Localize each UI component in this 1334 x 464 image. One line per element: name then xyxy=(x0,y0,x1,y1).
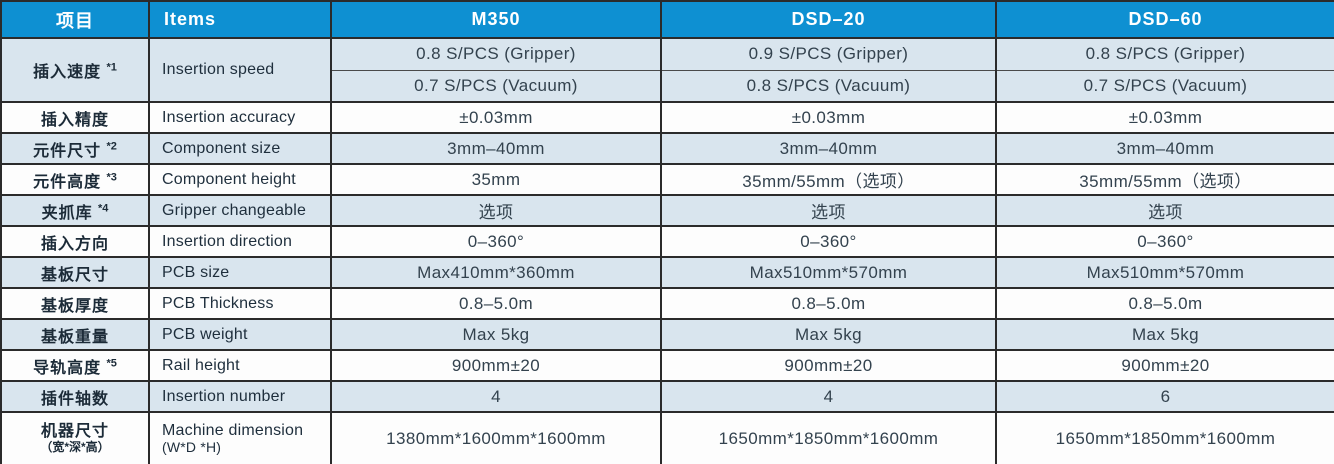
cell-pcb-thickness-dsd20: 0.8–5.0m xyxy=(660,287,997,320)
footnote-marker: *5 xyxy=(106,357,117,370)
row-label-en-machine-dimension: Machine dimension (W*D *H) xyxy=(148,411,332,464)
cell-pcb-thickness-dsd60: 0.8–5.0m xyxy=(995,287,1334,320)
row-label-en-component-height: Component height xyxy=(148,163,332,196)
cell-pcb-weight-m350: Max 5kg xyxy=(330,318,662,351)
cell-component-height-dsd20: 35mm/55mm（选项） xyxy=(660,163,997,196)
table-row-component-size: 元件尺寸 *2 Component size 3mm–40mm 3mm–40mm… xyxy=(0,132,1334,165)
row-label-en-insertion-number: Insertion number xyxy=(148,380,332,413)
row-label-zh-pcb-weight: 基板重量 xyxy=(0,318,150,351)
table-row-pcb-size: 基板尺寸 PCB size Max410mm*360mm Max510mm*57… xyxy=(0,256,1334,289)
row-label-zh-machine-dimension: 机器尺寸 （宽*深*高） xyxy=(0,411,150,464)
cell-insertion-direction-m350: 0–360° xyxy=(330,225,662,258)
cell-pcb-size-dsd20: Max510mm*570mm xyxy=(660,256,997,289)
table-row-insertion-accuracy: 插入精度 Insertion accuracy ±0.03mm ±0.03mm … xyxy=(0,101,1334,134)
row-label-en-pcb-size: PCB size xyxy=(148,256,332,289)
cell-component-size-m350: 3mm–40mm xyxy=(330,132,662,165)
table-row-insertion-number: 插件轴数 Insertion number 4 4 6 xyxy=(0,380,1334,413)
row-label-zh-component-height: 元件高度 *3 xyxy=(0,163,150,196)
row-label-zh-text: 夹抓库 xyxy=(41,204,93,222)
cell-insertion-speed-dsd60-vacuum: 0.7 S/PCS (Vacuum) xyxy=(995,69,1334,103)
cell-insertion-number-m350: 4 xyxy=(330,380,662,413)
cell-rail-height-m350: 900mm±20 xyxy=(330,349,662,382)
row-label-en-insertion-accuracy: Insertion accuracy xyxy=(148,101,332,134)
cell-machine-dimension-dsd20: 1650mm*1850mm*1600mm xyxy=(660,411,997,464)
cell-pcb-size-dsd60: Max510mm*570mm xyxy=(995,256,1334,289)
row-label-zh-component-size: 元件尺寸 *2 xyxy=(0,132,150,165)
row-label-zh-text: 插入速度 xyxy=(33,64,102,81)
row-label-zh-gripper-changeable: 夹抓库 *4 xyxy=(0,194,150,227)
cell-gripper-changeable-dsd20: 选项 xyxy=(660,194,997,227)
footnote-marker: *1 xyxy=(106,61,117,74)
row-label-en-insertion-direction: Insertion direction xyxy=(148,225,332,258)
row-label-en-insertion-speed: Insertion speed xyxy=(148,37,332,103)
header-model-dsd20: DSD–20 xyxy=(660,0,997,39)
row-label-zh-subtext: （宽*深*高） xyxy=(40,440,110,455)
footnote-marker: *2 xyxy=(106,140,117,153)
row-label-en-pcb-weight: PCB weight xyxy=(148,318,332,351)
row-label-zh-insertion-accuracy: 插入精度 xyxy=(0,101,150,134)
table-row-machine-dimension: 机器尺寸 （宽*深*高） Machine dimension (W*D *H) … xyxy=(0,411,1334,464)
row-label-en-component-size: Component size xyxy=(148,132,332,165)
cell-component-size-dsd60: 3mm–40mm xyxy=(995,132,1334,165)
cell-pcb-weight-dsd20: Max 5kg xyxy=(660,318,997,351)
row-label-zh-text: 机器尺寸 xyxy=(40,422,109,440)
cell-insertion-number-dsd20: 4 xyxy=(660,380,997,413)
row-label-zh-text: 元件高度 xyxy=(33,173,102,191)
cell-insertion-speed-m350-gripper: 0.8 S/PCS (Gripper) xyxy=(330,37,662,71)
cell-gripper-changeable-dsd60: 选项 xyxy=(995,194,1334,227)
footnote-marker: *4 xyxy=(98,202,109,215)
row-label-zh-insertion-speed: 插入速度 *1 xyxy=(0,37,150,103)
row-label-zh-pcb-thickness: 基板厚度 xyxy=(0,287,150,320)
row-label-zh-text: 导轨高度 xyxy=(33,359,102,377)
cell-component-size-dsd20: 3mm–40mm xyxy=(660,132,997,165)
cell-insertion-accuracy-dsd20: ±0.03mm xyxy=(660,101,997,134)
header-model-m350: M350 xyxy=(330,0,662,39)
row-label-en-gripper-changeable: Gripper changeable xyxy=(148,194,332,227)
cell-insertion-speed-dsd60-gripper: 0.8 S/PCS (Gripper) xyxy=(995,37,1334,71)
row-label-en-pcb-thickness: PCB Thickness xyxy=(148,287,332,320)
table-row-gripper-changeable: 夹抓库 *4 Gripper changeable 选项 选项 选项 xyxy=(0,194,1334,227)
cell-pcb-thickness-m350: 0.8–5.0m xyxy=(330,287,662,320)
cell-insertion-direction-dsd60: 0–360° xyxy=(995,225,1334,258)
cell-component-height-m350: 35mm xyxy=(330,163,662,196)
row-label-en-text: Machine dimension xyxy=(162,421,304,439)
cell-insertion-speed-m350-vacuum: 0.7 S/PCS (Vacuum) xyxy=(330,69,662,103)
footnote-marker: *3 xyxy=(106,171,117,184)
cell-insertion-speed-dsd20-gripper: 0.9 S/PCS (Gripper) xyxy=(660,37,997,71)
cell-insertion-accuracy-dsd60: ±0.03mm xyxy=(995,101,1334,134)
row-label-zh-pcb-size: 基板尺寸 xyxy=(0,256,150,289)
cell-component-height-dsd60: 35mm/55mm（选项） xyxy=(995,163,1334,196)
table-row-rail-height: 导轨高度 *5 Rail height 900mm±20 900mm±20 90… xyxy=(0,349,1334,382)
cell-gripper-changeable-m350: 选项 xyxy=(330,194,662,227)
header-items-zh: 项目 xyxy=(0,0,150,39)
table-row-insertion-direction: 插入方向 Insertion direction 0–360° 0–360° 0… xyxy=(0,225,1334,258)
cell-insertion-speed-dsd20-vacuum: 0.8 S/PCS (Vacuum) xyxy=(660,69,997,103)
row-label-zh-insertion-number: 插件轴数 xyxy=(0,380,150,413)
cell-insertion-direction-dsd20: 0–360° xyxy=(660,225,997,258)
cell-pcb-size-m350: Max410mm*360mm xyxy=(330,256,662,289)
row-label-en-subtext: (W*D *H) xyxy=(162,439,222,455)
row-label-zh-rail-height: 导轨高度 *5 xyxy=(0,349,150,382)
row-label-zh-insertion-direction: 插入方向 xyxy=(0,225,150,258)
cell-machine-dimension-m350: 1380mm*1600mm*1600mm xyxy=(330,411,662,464)
row-label-en-rail-height: Rail height xyxy=(148,349,332,382)
table-row-component-height: 元件高度 *3 Component height 35mm 35mm/55mm（… xyxy=(0,163,1334,196)
header-items-en: Items xyxy=(148,0,332,39)
cell-rail-height-dsd60: 900mm±20 xyxy=(995,349,1334,382)
header-model-dsd60: DSD–60 xyxy=(995,0,1334,39)
table-row-pcb-weight: 基板重量 PCB weight Max 5kg Max 5kg Max 5kg xyxy=(0,318,1334,351)
table-row-insertion-speed-vacuum: 0.7 S/PCS (Vacuum) 0.8 S/PCS (Vacuum) 0.… xyxy=(1,69,1334,103)
table-header-row: 项目 Items M350 DSD–20 DSD–60 xyxy=(0,0,1334,39)
cell-pcb-weight-dsd60: Max 5kg xyxy=(995,318,1334,351)
cell-rail-height-dsd20: 900mm±20 xyxy=(660,349,997,382)
table-row-pcb-thickness: 基板厚度 PCB Thickness 0.8–5.0m 0.8–5.0m 0.8… xyxy=(0,287,1334,320)
cell-insertion-number-dsd60: 6 xyxy=(995,380,1334,413)
cell-machine-dimension-dsd60: 1650mm*1850mm*1600mm xyxy=(995,411,1334,464)
table-row-insertion-speed-gripper: 插入速度 *1 Insertion speed 0.8 S/PCS (Gripp… xyxy=(0,37,1334,103)
cell-insertion-accuracy-m350: ±0.03mm xyxy=(330,101,662,134)
row-label-zh-text: 元件尺寸 xyxy=(33,142,102,160)
